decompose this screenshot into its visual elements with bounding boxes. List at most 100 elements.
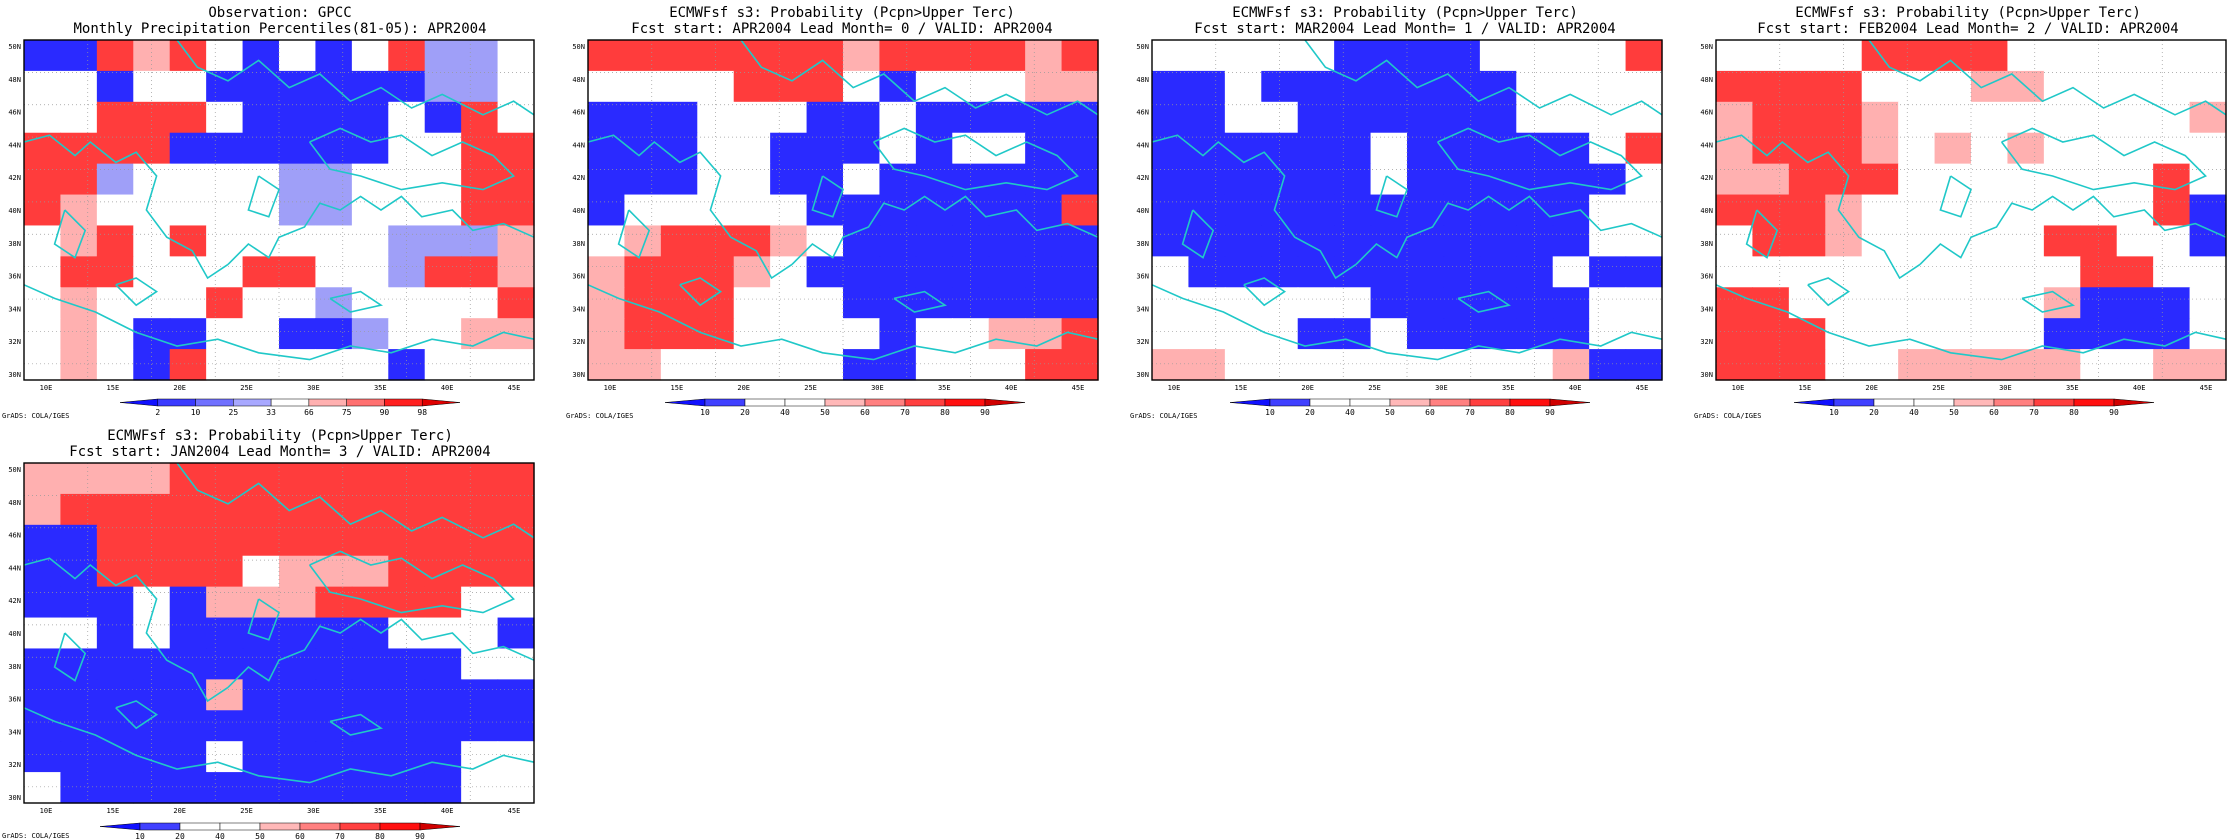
map-frame	[23, 39, 535, 381]
y-tick-label: 30N	[1700, 371, 1713, 379]
colorbar-label: 40	[1345, 408, 1355, 417]
colorbar-label: 70	[2029, 408, 2039, 417]
map-cell	[1516, 194, 1554, 227]
map-cell	[96, 648, 134, 680]
map-cell	[843, 163, 881, 196]
colorbar-label: 70	[335, 832, 345, 840]
map-cell	[952, 70, 990, 103]
map-cell	[879, 225, 917, 257]
panel-observation-gpcc: Observation: GPCC Monthly Precipitation …	[2, 5, 535, 420]
colorbar-label: 90	[415, 832, 425, 840]
map-cell	[242, 70, 280, 103]
panel2-title-line2: Fcst start: APR2004 Lead Month= 0 / VALI…	[631, 21, 1052, 37]
map-cell	[879, 318, 917, 350]
map-cell	[915, 256, 953, 288]
map-cell	[315, 101, 353, 134]
map-cell	[24, 287, 62, 319]
map-cell	[1716, 40, 1754, 72]
x-tick-label: 15E	[671, 384, 684, 392]
map-cell	[2189, 287, 2227, 319]
map-cell	[879, 163, 917, 196]
map-cell	[988, 256, 1026, 288]
colorbar-segment	[784, 398, 826, 407]
map-cell	[806, 287, 844, 319]
map-cell	[1407, 163, 1445, 196]
map-cell	[424, 555, 462, 588]
map-cell	[497, 772, 535, 804]
y-tick-label: 38N	[8, 240, 21, 248]
panel3-colorbar: 10 20 40 50 60 70 80 90	[1229, 398, 1591, 417]
map-cell	[315, 287, 353, 319]
map-cell	[988, 70, 1026, 103]
map-cell	[1752, 163, 1790, 196]
map-cell	[806, 163, 844, 196]
map-cell	[461, 710, 499, 742]
map-cell	[96, 225, 134, 257]
colorbar-label: 40	[780, 408, 790, 417]
map-cell	[770, 40, 808, 72]
map-cell	[315, 524, 353, 557]
map-cell	[988, 194, 1026, 227]
map-cell	[497, 648, 535, 680]
map-cell	[588, 287, 626, 319]
map-cell	[169, 194, 207, 227]
map-cell	[1552, 256, 1590, 288]
y-tick-label: 50N	[1136, 43, 1149, 51]
map-cell	[24, 741, 62, 773]
map-cell	[315, 194, 353, 227]
map-cell	[1261, 70, 1299, 103]
map-cell	[1861, 256, 1899, 288]
map-cell	[770, 318, 808, 350]
map-cell	[2153, 287, 2191, 319]
map-cell	[1443, 349, 1481, 381]
x-tick-label: 25E	[804, 384, 817, 392]
map-cell	[1752, 194, 1790, 227]
map-cell	[879, 40, 917, 72]
map-cell	[1625, 132, 1663, 165]
x-tick-label: 15E	[1799, 384, 1812, 392]
colorbar-label: 90	[1545, 408, 1555, 417]
map-cell	[1479, 349, 1517, 381]
map-cell	[952, 40, 990, 72]
map-cell	[1971, 256, 2009, 288]
map-cell	[96, 463, 134, 495]
map-cell	[2007, 287, 2045, 319]
map-cell	[1479, 194, 1517, 227]
map-cell	[1407, 194, 1445, 227]
colorbar-label: 10	[1265, 408, 1275, 417]
panel2-map: 50N 48N 46N 44N 42N 40N 38N 36N 34N 32N 30N 10E 15E 2…	[572, 39, 1099, 392]
coastline	[1151, 284, 1663, 361]
map-cell	[315, 225, 353, 257]
map-cell	[2189, 40, 2227, 72]
x-tick-label: 30E	[1999, 384, 2012, 392]
x-tick-label: 40E	[441, 807, 454, 815]
map-cell	[424, 679, 462, 711]
map-cell	[1224, 40, 1262, 72]
colorbar-segment	[1229, 398, 1271, 407]
x-tick-label: 45E	[1072, 384, 1085, 392]
panel-forecast-lead0: ECMWFsf s3: Probability (Pcpn>Upper Terc…	[566, 5, 1099, 420]
map-cell	[1552, 132, 1590, 165]
map-cell	[588, 256, 626, 288]
map-cell	[497, 555, 535, 588]
map-cell	[1898, 287, 1936, 319]
colorbar-segment	[1429, 398, 1471, 407]
colorbar-label: 20	[175, 832, 185, 840]
map-cell	[388, 40, 426, 72]
map-cell	[1224, 163, 1262, 196]
map-cell	[1334, 349, 1372, 381]
map-cell	[1971, 101, 2009, 134]
coastline	[53, 209, 87, 259]
y-tick-label: 46N	[1700, 109, 1713, 117]
coastline	[1939, 175, 1972, 218]
map-cell	[770, 225, 808, 257]
map-cell	[2189, 256, 2227, 288]
map-cell	[169, 524, 207, 557]
map-cell	[1061, 349, 1099, 381]
map-cell	[1224, 194, 1262, 227]
panel3-title-line2: Fcst start: MAR2004 Lead Month= 1 / VALI…	[1194, 21, 1615, 37]
map-cell	[1152, 194, 1190, 227]
coastline	[1243, 277, 1287, 307]
map-cell	[1971, 132, 2009, 165]
map-cell	[1971, 163, 2009, 196]
